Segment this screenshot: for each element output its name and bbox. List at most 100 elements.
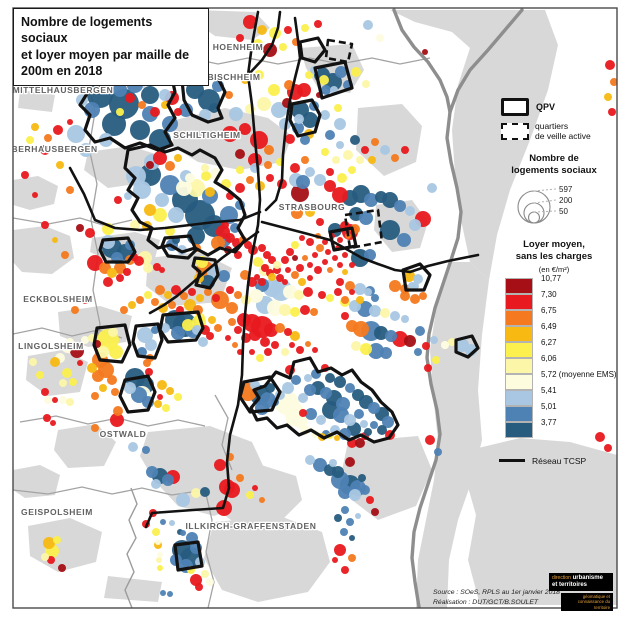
housing-dot bbox=[273, 261, 281, 269]
housing-dot bbox=[380, 145, 390, 155]
housing-dot bbox=[351, 341, 361, 351]
housing-dot bbox=[124, 192, 132, 200]
housing-dot bbox=[171, 285, 181, 295]
housing-dot bbox=[326, 294, 334, 302]
housing-dot bbox=[299, 235, 305, 241]
housing-dot bbox=[371, 138, 379, 146]
housing-dot bbox=[284, 26, 292, 34]
housing-dot bbox=[43, 414, 51, 422]
housing-dot bbox=[246, 176, 254, 184]
housing-dot bbox=[198, 337, 208, 347]
housing-dot bbox=[52, 397, 58, 403]
housing-dot bbox=[236, 34, 244, 42]
housing-dot bbox=[40, 145, 50, 155]
housing-dot bbox=[332, 255, 338, 261]
housing-dot bbox=[307, 262, 313, 268]
source-credit: Source : SOeS, RPLS au 1er janvier 2018 … bbox=[433, 588, 560, 607]
housing-dot bbox=[234, 326, 242, 334]
housing-dot bbox=[356, 296, 364, 304]
legend-network-row: Réseau TCSP bbox=[499, 456, 619, 466]
housing-dot bbox=[316, 244, 324, 252]
housing-dot bbox=[334, 544, 346, 556]
housing-dot bbox=[409, 219, 421, 231]
housing-dot bbox=[167, 591, 173, 597]
rent-class-row: 5,41 bbox=[505, 386, 619, 406]
qpv-outline bbox=[180, 70, 227, 124]
housing-dot bbox=[196, 294, 204, 302]
housing-dot bbox=[66, 186, 74, 194]
place-label: GEISPOLSHEIM bbox=[21, 507, 93, 517]
housing-dot bbox=[97, 346, 109, 358]
housing-dot bbox=[124, 382, 136, 394]
housing-dot bbox=[123, 268, 131, 276]
housing-dot bbox=[325, 130, 335, 140]
housing-dot bbox=[282, 382, 294, 394]
rent-class-value: 6,06 bbox=[541, 353, 557, 363]
housing-dot bbox=[329, 459, 337, 467]
housing-dot bbox=[128, 442, 138, 452]
housing-dot bbox=[322, 239, 328, 245]
housing-dot bbox=[26, 136, 34, 144]
rent-class-swatch bbox=[505, 277, 533, 294]
urban-area bbox=[104, 576, 162, 602]
housing-dot bbox=[345, 383, 355, 393]
housing-dot bbox=[290, 331, 300, 341]
housing-dot bbox=[125, 93, 135, 103]
housing-dot bbox=[114, 196, 122, 204]
housing-dot bbox=[151, 479, 161, 489]
housing-dot bbox=[318, 291, 326, 299]
housing-dot bbox=[289, 342, 295, 348]
housing-dot bbox=[363, 20, 373, 30]
housing-dot bbox=[56, 161, 64, 169]
housing-dot bbox=[206, 578, 214, 586]
housing-dot bbox=[422, 49, 428, 55]
housing-dot bbox=[397, 233, 411, 247]
housing-dot bbox=[434, 448, 442, 456]
legend-panel: QPV quartiers de veille active Nombre de… bbox=[489, 98, 619, 466]
housing-dot bbox=[305, 408, 317, 420]
housing-dot bbox=[266, 174, 274, 182]
tcsp-network-line bbox=[144, 10, 262, 529]
qpv-outline bbox=[123, 143, 247, 257]
housing-dot bbox=[103, 277, 113, 287]
housing-dot bbox=[302, 255, 308, 261]
urban-area bbox=[390, 10, 558, 280]
housing-dot bbox=[413, 274, 423, 284]
housing-dot bbox=[336, 397, 350, 411]
housing-dot bbox=[341, 506, 349, 514]
housing-dot bbox=[160, 590, 166, 596]
housing-dot bbox=[422, 342, 430, 350]
housing-dot bbox=[368, 402, 380, 414]
title-line: 200m en 2018 bbox=[21, 63, 103, 78]
housing-dot bbox=[166, 387, 174, 395]
qpv-outline bbox=[118, 374, 157, 414]
housing-dot bbox=[71, 306, 79, 314]
housing-dot bbox=[32, 192, 38, 198]
housing-dot bbox=[235, 183, 245, 193]
housing-dot bbox=[341, 296, 349, 304]
housing-dot bbox=[302, 112, 318, 128]
housing-dot bbox=[279, 43, 287, 51]
housing-dot bbox=[69, 378, 77, 386]
housing-dot bbox=[377, 425, 387, 435]
rent-class-value: 5,72 (moyenne EMS) bbox=[541, 369, 617, 379]
housing-dot bbox=[236, 166, 244, 174]
housing-dot bbox=[268, 84, 280, 96]
housing-dot bbox=[310, 308, 318, 316]
housing-dot bbox=[362, 80, 370, 88]
housing-dot bbox=[222, 126, 238, 142]
qpv-outline bbox=[98, 236, 137, 264]
housing-dot bbox=[400, 291, 410, 301]
housing-dot bbox=[282, 279, 288, 285]
size-legend-title: Nombre de logements sociaux bbox=[511, 153, 597, 177]
housing-dot bbox=[267, 300, 283, 316]
qpv-outline bbox=[238, 375, 282, 414]
source-line: Réalisation : DUT/GCT/B.SOULET bbox=[433, 598, 538, 606]
housing-dot bbox=[292, 255, 298, 261]
housing-dot bbox=[157, 565, 163, 571]
housing-dot bbox=[126, 166, 146, 186]
housing-dot bbox=[174, 393, 182, 401]
housing-dot bbox=[338, 485, 352, 499]
housing-dot bbox=[67, 125, 85, 143]
tcsp-network-line bbox=[246, 10, 282, 77]
